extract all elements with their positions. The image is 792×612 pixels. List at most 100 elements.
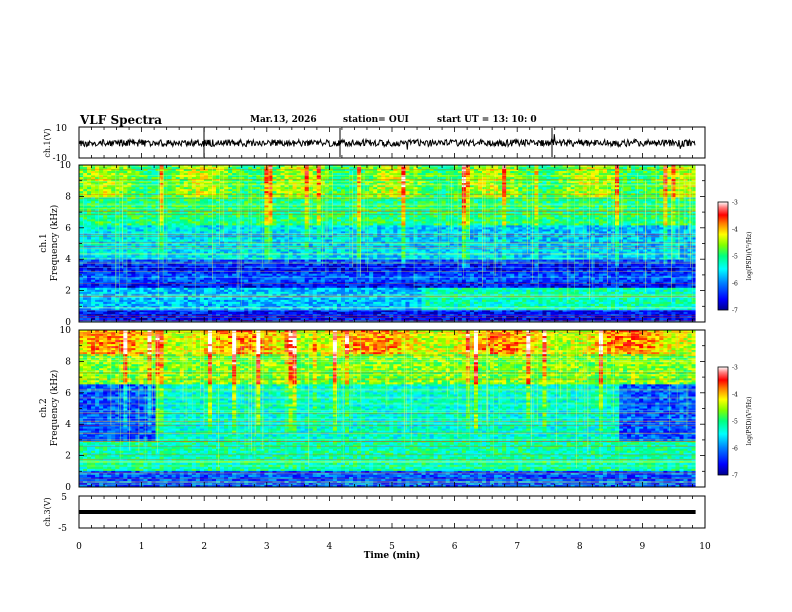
spectrogram-cell — [264, 215, 269, 218]
spectrogram-cell — [111, 287, 116, 291]
spectrogram-cell — [119, 251, 124, 254]
spectrogram-cell — [79, 297, 84, 301]
spectrogram-cell — [220, 269, 225, 273]
spectrogram-cell — [268, 171, 273, 174]
spectrogram-cell — [159, 271, 165, 275]
spectrogram-cell — [123, 311, 128, 315]
spectrogram-cell — [288, 211, 293, 214]
spectrogram-cell — [195, 249, 201, 252]
spectrogram-cell — [224, 273, 229, 277]
spectrogram-cell — [248, 281, 253, 285]
spectrogram-cell — [244, 175, 249, 178]
spectrogram-cell — [119, 189, 124, 192]
spectrogram-cell — [220, 255, 225, 258]
spectrogram-cell — [211, 165, 217, 168]
spectrogram-cell — [167, 303, 173, 307]
spectrogram-cell — [83, 291, 88, 295]
spectrogram-cell — [187, 277, 193, 281]
spectrogram-cell — [103, 189, 108, 192]
spectrogram-cell — [211, 271, 217, 275]
spectrogram-cell — [272, 311, 277, 315]
spectrogram-cell — [256, 187, 261, 190]
spectrogram-cell — [284, 231, 289, 234]
spectrogram-cell — [232, 175, 237, 178]
spectrogram-cell — [167, 191, 173, 194]
spectrogram-cell — [107, 179, 112, 182]
spectrogram-cell — [216, 291, 221, 295]
spectrogram-cell — [232, 295, 237, 299]
spectrogram-cell — [131, 171, 136, 174]
spectrogram-cell — [216, 203, 221, 206]
spectrogram-cell — [284, 271, 289, 275]
spectrogram-cell — [119, 229, 124, 232]
spectrogram-cell — [187, 179, 193, 182]
spectrogram-cell — [280, 217, 285, 220]
spectrogram-cell — [107, 237, 112, 240]
spectrogram-cell — [191, 303, 197, 307]
spectrogram-cell — [123, 243, 128, 246]
spectrogram-cell — [115, 291, 120, 295]
spectrogram-cell — [236, 289, 241, 293]
spectrogram-cell — [135, 291, 140, 295]
spectrogram-cell — [147, 269, 152, 273]
spectrogram-cell — [147, 231, 152, 234]
spectrogram-cell — [284, 251, 289, 254]
spectrogram-cell — [167, 263, 173, 267]
spectrogram-cell — [284, 211, 289, 214]
spectrogram-cell — [163, 277, 169, 281]
spectrogram-cell — [115, 225, 120, 228]
spectrogram-cell — [240, 181, 245, 184]
spectrogram-cell — [240, 263, 245, 267]
spectrogram-cell — [207, 185, 213, 188]
spectrogram-cell — [236, 211, 241, 214]
spectrogram-cell — [195, 175, 201, 178]
spectrogram-cell — [131, 251, 136, 254]
spectrogram-cell — [199, 297, 205, 301]
spectrogram-cell — [211, 309, 217, 313]
spectrogram-cell — [163, 297, 169, 301]
spectrogram-cell — [288, 265, 293, 269]
spectrogram-cell — [83, 259, 88, 263]
spectrogram-cell — [95, 229, 100, 232]
spectrogram-cell — [268, 291, 273, 295]
spectrogram-cell — [147, 217, 152, 220]
spectrogram-cell — [147, 223, 152, 226]
spectrogram-cell — [183, 219, 189, 222]
spectrogram-cell — [284, 199, 289, 202]
spectrogram-cell — [240, 211, 245, 214]
spectrogram-cell — [224, 287, 229, 291]
spectrogram-cell — [119, 205, 124, 208]
spectrogram-cell — [195, 197, 201, 200]
spectrogram-cell — [232, 167, 237, 170]
spectrogram-cell — [91, 249, 96, 252]
spectrogram-cell — [115, 283, 120, 287]
spectrogram-cell — [228, 301, 233, 305]
spectrogram-cell — [191, 197, 197, 200]
spectrogram-cell — [187, 199, 193, 202]
spectrogram-cell — [276, 271, 281, 275]
spectrogram-cell — [163, 239, 169, 242]
spectrogram-cell — [260, 267, 265, 271]
spectrogram-cell — [268, 261, 273, 265]
spectrogram-cell — [256, 179, 261, 182]
spectrogram-cell — [123, 253, 128, 256]
spectrogram-cell — [155, 165, 160, 168]
spectrogram-cell — [99, 309, 104, 313]
spectrogram-cell — [280, 287, 285, 291]
spectrogram-cell — [240, 295, 245, 299]
spectrogram-cell — [191, 295, 197, 299]
spectrogram-cell — [264, 295, 269, 299]
spectrogram-cell — [224, 165, 229, 168]
spectrogram-cell — [232, 187, 237, 190]
spectrogram-cell — [99, 275, 104, 279]
spectrogram-cell — [163, 275, 169, 279]
spectrogram-cell — [224, 197, 229, 200]
spectrogram-cell — [127, 187, 132, 190]
spectrogram-cell — [175, 279, 181, 283]
spectrogram-cell — [248, 279, 253, 283]
spectrogram-cell — [272, 273, 277, 277]
spectrogram-cell — [131, 181, 136, 184]
spectrogram-cell — [95, 223, 100, 226]
spectrogram-cell — [220, 307, 225, 311]
spectrogram-cell — [199, 171, 205, 174]
